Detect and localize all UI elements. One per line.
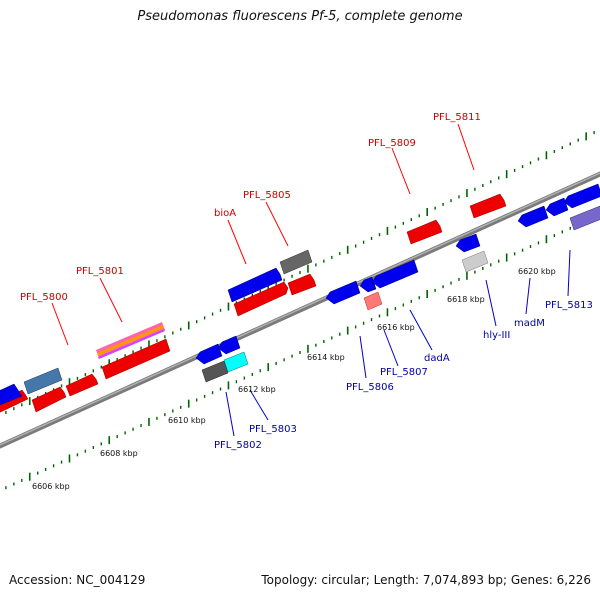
page-title: Pseudomonas fluorescens Pf-5, complete g… (137, 9, 463, 24)
gene-feature (469, 193, 507, 219)
scale-label: 6618 kbp (447, 295, 485, 304)
gene-feature (569, 205, 600, 231)
gene-feature (455, 233, 481, 253)
gene-feature (195, 343, 223, 365)
forward-leaders (51, 123, 475, 346)
scale-label: 6614 kbp (307, 353, 345, 362)
gene-label: PFL_5803 (249, 424, 297, 435)
gene-feature (223, 351, 249, 373)
genome-backbone (0, 171, 600, 449)
gene-feature (217, 335, 241, 355)
gene-label: PFL_5809 (368, 138, 416, 149)
reverse-labels: PFL_5802 PFL_5803 PFL_5806 PFL_5807 dadA… (214, 300, 593, 451)
gene-label: madM (514, 318, 545, 329)
gene-feature (363, 291, 383, 311)
gene-label: dadA (424, 353, 450, 364)
gene-feature (406, 219, 443, 245)
gene-feature (359, 276, 377, 293)
scale-label: 6608 kbp (100, 449, 138, 458)
reverse-leaders (225, 249, 571, 437)
scale-label: 6612 kbp (238, 385, 276, 394)
gene-feature (31, 386, 67, 413)
gene-label: bioA (214, 208, 236, 219)
scale-label: 6616 kbp (377, 323, 415, 332)
gene-feature (325, 280, 361, 305)
gene-feature (65, 373, 99, 397)
scale-label: 6620 kbp (518, 267, 556, 276)
genome-summary: Topology: circular; Length: 7,074,893 bp… (261, 573, 591, 587)
gene-label: PFL_5813 (545, 300, 593, 311)
gene-feature (461, 250, 489, 273)
gene-feature (287, 273, 317, 296)
gene-feature (279, 249, 313, 275)
scale-label: 6606 kbp (32, 482, 70, 491)
forward-genes (0, 193, 507, 413)
genome-backbone-highlight (0, 172, 600, 446)
composite-feature (96, 322, 165, 359)
gene-feature (563, 183, 600, 209)
gene-feature (201, 360, 229, 383)
gene-label: PFL_5805 (243, 190, 291, 201)
gene-label: hly-III (483, 330, 510, 341)
gene-feature (371, 259, 419, 289)
gene-feature (545, 197, 569, 217)
gene-feature (517, 205, 549, 228)
gene-label: PFL_5802 (214, 440, 262, 451)
gene-label: PFL_5807 (380, 367, 428, 378)
scale-label: 6610 kbp (168, 416, 206, 425)
gene-label: PFL_5806 (346, 382, 394, 393)
gene-feature (227, 267, 283, 303)
gene-feature (101, 338, 171, 380)
forward-labels: PFL_5800 PFL_5801 bioA PFL_5805 PFL_5809… (20, 112, 481, 303)
gene-label: PFL_5801 (76, 266, 124, 277)
scale-labels: 6606 kbp 6608 kbp 6610 kbp 6612 kbp 6614… (32, 267, 556, 491)
gene-feature (233, 281, 289, 317)
accession-text: Accession: NC_004129 (9, 573, 146, 587)
gene-feature (23, 367, 63, 395)
gene-feature (0, 383, 23, 406)
gene-label: PFL_5811 (433, 112, 481, 123)
reverse-genes (195, 183, 600, 365)
gene-label: PFL_5800 (20, 292, 68, 303)
